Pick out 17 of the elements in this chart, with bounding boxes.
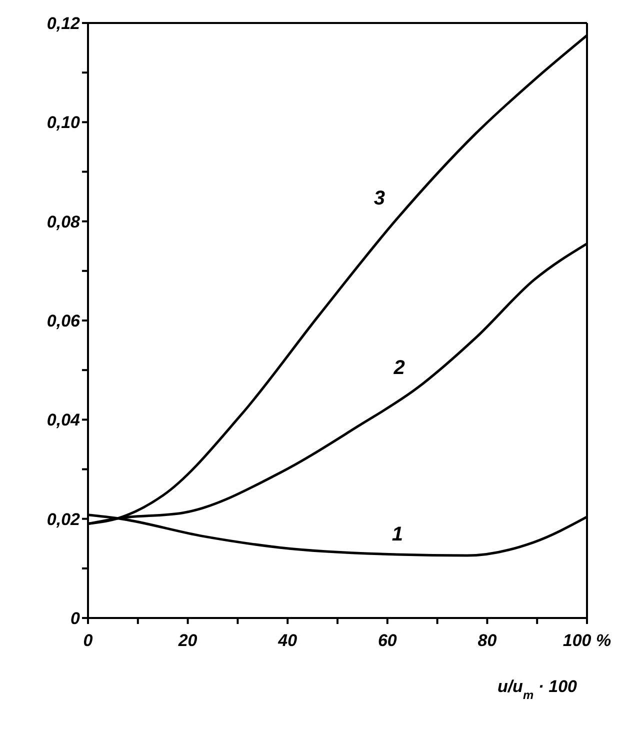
x-tick-label: 20 [177,631,198,650]
x-tick-label: 60 [378,631,398,650]
series-label: 1 [392,524,403,546]
y-tick-label: 0,06 [46,312,81,331]
x-tick-label: 80 [478,631,498,650]
x-tick-label: 0 [83,631,94,650]
x-axis-title: u/u$_{m}$ · 100 [497,677,578,702]
x-tick-label: 100 % [562,631,612,650]
y-tick-label: 0 [70,609,81,628]
y-tick-label: 0,02 [46,510,81,529]
y-tick-label: 0,10 [46,113,81,132]
x-tick-label: 40 [277,631,298,650]
series-label: 3 [374,187,385,210]
y-tick-label: 0,08 [46,212,81,232]
series-label: 2 [392,356,405,379]
y-tick-label: 0,04 [46,410,81,430]
y-tick-label: 0,12 [46,14,81,34]
